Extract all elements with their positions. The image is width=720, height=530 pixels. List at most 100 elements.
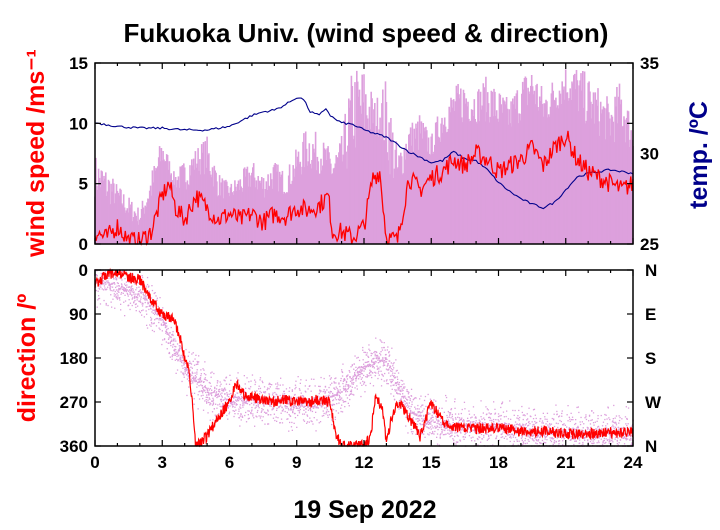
direction-dot (616, 442, 618, 445)
direction-dot (223, 379, 225, 381)
direction-dot (155, 311, 157, 313)
direction-dot (137, 305, 139, 307)
direction-dot (336, 394, 339, 396)
direction-dot (380, 340, 382, 342)
direction-dot (522, 425, 524, 427)
direction-dot (212, 400, 214, 402)
direction-dot (557, 430, 559, 432)
direction-dot (462, 419, 465, 421)
direction-dot (568, 416, 570, 418)
direction-dot (138, 310, 141, 312)
direction-dot (224, 389, 227, 391)
direction-dot (336, 403, 338, 405)
direction-dot (233, 397, 235, 399)
direction-dot (415, 418, 417, 420)
direction-dot (387, 346, 389, 348)
direction-dot (268, 393, 271, 395)
direction-dot (343, 379, 345, 381)
direction-dot (419, 423, 421, 425)
direction-dot (261, 419, 263, 422)
direction-dot (153, 330, 155, 333)
direction-dot (337, 391, 340, 393)
direction-dot (208, 394, 210, 396)
direction-dot (461, 428, 463, 430)
direction-dot (193, 376, 195, 378)
direction-dot (410, 388, 413, 390)
direction-dot (576, 406, 578, 409)
direction-dot (617, 437, 619, 439)
direction-dot (335, 386, 337, 388)
direction-dot (385, 358, 387, 360)
direction-dot (181, 365, 183, 367)
direction-dot (334, 394, 336, 396)
direction-dot (450, 435, 452, 437)
direction-dot (156, 297, 158, 299)
direction-dot (195, 380, 197, 383)
direction-dot (455, 418, 457, 420)
direction-dot (298, 410, 301, 412)
direction-dot (377, 372, 379, 374)
direction-dot (182, 372, 184, 374)
direction-dot (432, 411, 435, 413)
direction-dot (124, 283, 126, 285)
direction-dot (586, 426, 588, 429)
direction-dot (571, 416, 574, 418)
direction-dot (554, 429, 556, 431)
direction-dot (518, 440, 520, 442)
direction-dot (343, 385, 345, 387)
direction-dot (309, 417, 311, 419)
direction-dot (323, 389, 325, 391)
direction-dot (533, 408, 536, 410)
direction-dot (513, 440, 515, 443)
direction-dot (336, 393, 338, 396)
direction-dot (217, 380, 219, 382)
direction-dot (105, 302, 107, 305)
direction-dot (171, 334, 173, 336)
direction-dot (231, 401, 233, 403)
direction-dot (537, 439, 540, 441)
direction-dot (278, 405, 280, 408)
direction-dot (358, 378, 360, 380)
direction-dot (477, 444, 479, 446)
direction-dot (254, 407, 256, 409)
direction-dot (187, 371, 189, 373)
direction-dot (401, 388, 403, 390)
direction-dot (532, 439, 534, 441)
direction-dot (133, 296, 136, 298)
direction-dot (145, 285, 147, 287)
direction-dot (518, 409, 520, 412)
direction-dot (414, 397, 416, 399)
direction-dot (186, 378, 189, 380)
direction-dot (582, 443, 584, 445)
direction-dot (219, 388, 221, 391)
direction-dot (419, 419, 421, 421)
direction-dot (297, 414, 299, 417)
direction-dot (623, 437, 625, 439)
direction-dot (611, 426, 613, 428)
direction-dot (504, 424, 506, 426)
direction-dot (346, 388, 348, 390)
direction-dot (413, 413, 415, 415)
direction-dot (293, 404, 296, 407)
direction-dot (566, 430, 568, 433)
direction-dot (388, 368, 390, 370)
direction-dot (415, 433, 417, 435)
direction-dot (95, 289, 97, 292)
direction-dot (207, 399, 209, 401)
direction-dot (133, 293, 135, 295)
direction-dot (538, 433, 540, 435)
direction-dot (431, 433, 433, 435)
direction-dot (561, 415, 563, 417)
direction-dot (291, 421, 293, 424)
direction-dot (371, 366, 374, 368)
direction-dot (483, 424, 485, 426)
direction-dot (354, 374, 357, 376)
direction-dot (574, 438, 576, 440)
direction-dot (575, 431, 577, 433)
direction-dot (428, 423, 431, 425)
direction-dot (271, 384, 273, 386)
direction-dot (306, 422, 308, 424)
direction-dot (381, 349, 384, 351)
direction-dot (355, 378, 358, 380)
direction-dot (288, 409, 290, 411)
